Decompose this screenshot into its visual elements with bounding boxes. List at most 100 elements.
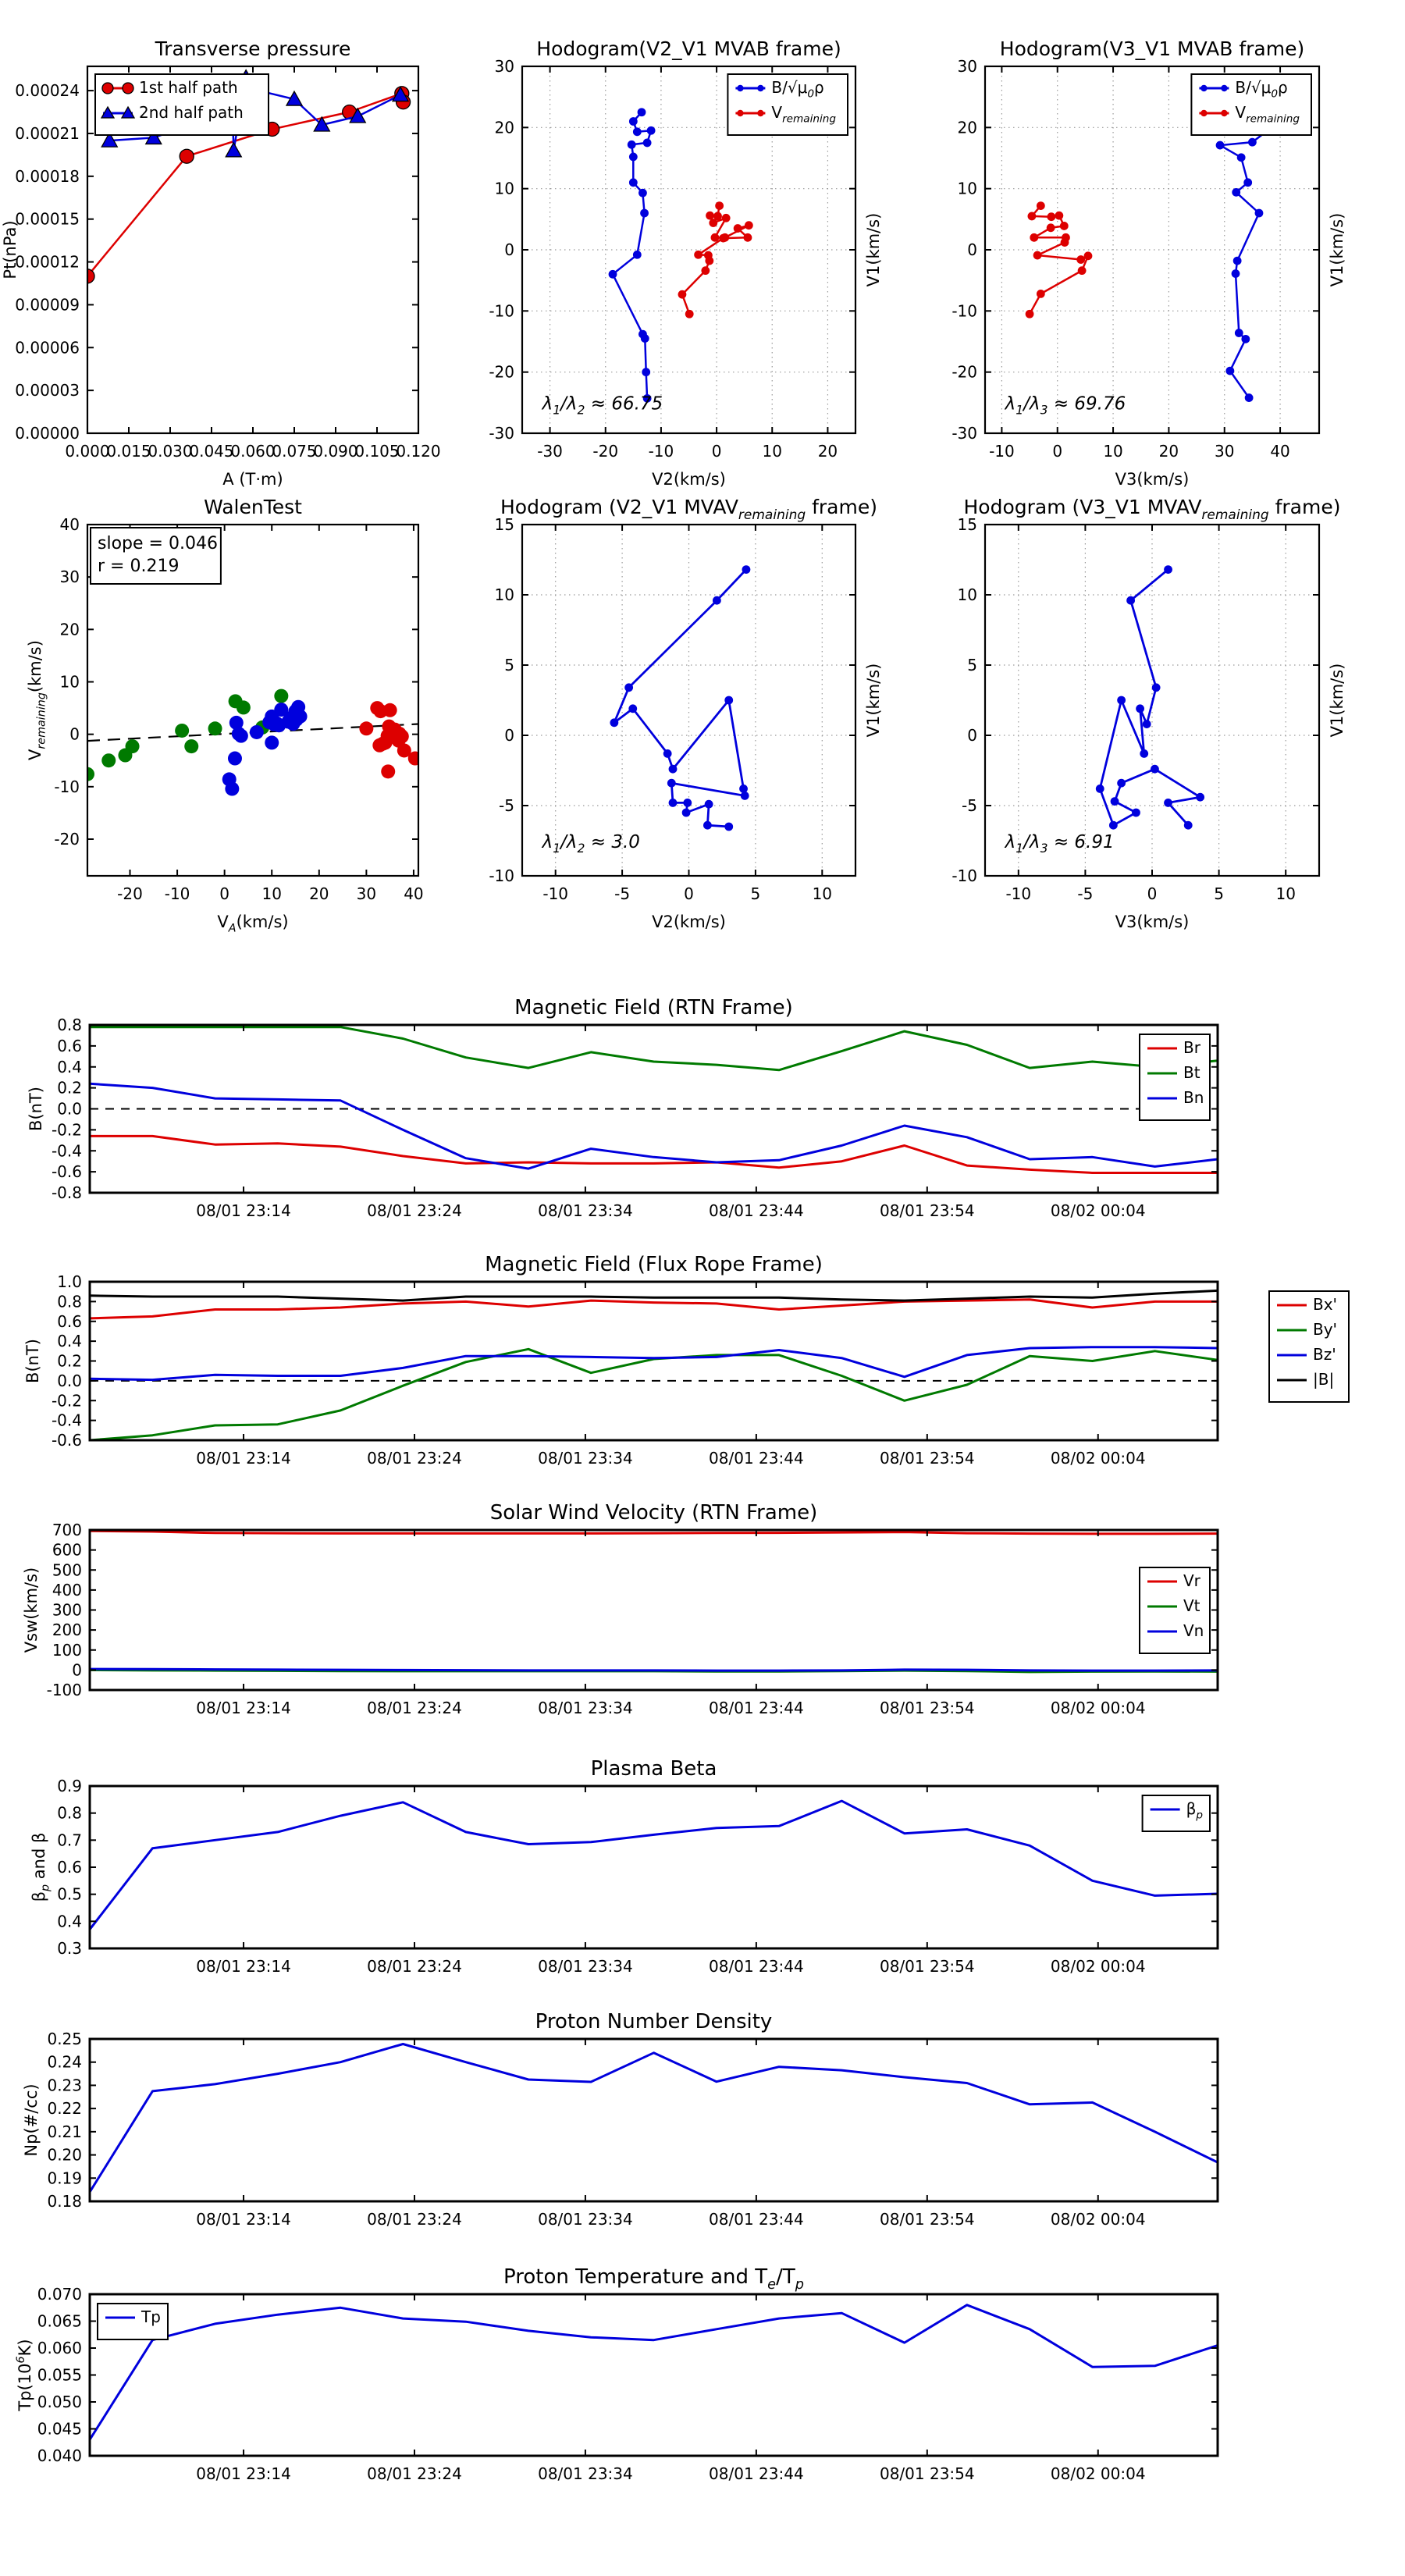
y-tick-label: 0.4 bbox=[57, 1058, 82, 1076]
y-tick-label: 100 bbox=[52, 1641, 82, 1660]
series-first-third bbox=[87, 688, 289, 781]
y-tick-label: -0.4 bbox=[52, 1141, 82, 1160]
y-tick-label: 0.3 bbox=[57, 1939, 82, 1958]
y-tick-label: 0.7 bbox=[57, 1831, 82, 1849]
axis-ticks bbox=[90, 2038, 1218, 2202]
x-tick-label: 08/01 23:54 bbox=[880, 2464, 975, 2483]
x-axis-label: V2(km/s) bbox=[652, 470, 726, 489]
x-tick-label: 0.090 bbox=[313, 442, 357, 461]
x-tick-label: 40 bbox=[1270, 442, 1289, 461]
x-tick-label: 08/02 00:04 bbox=[1051, 1201, 1146, 1220]
x-tick-label: 08/01 23:24 bbox=[367, 1699, 462, 1717]
x-tick-label: 08/02 00:04 bbox=[1051, 1449, 1146, 1468]
y-tick-label: -0.2 bbox=[52, 1391, 82, 1410]
y-tick-label: -30 bbox=[489, 424, 514, 443]
y-tick-label: 0.050 bbox=[37, 2393, 82, 2411]
x-tick-label: 08/01 23:14 bbox=[196, 1449, 291, 1468]
y-tick-label: 700 bbox=[52, 1521, 82, 1539]
legend: Tp bbox=[97, 2303, 169, 2340]
chart-magnetic-field-flux-rope: 08/01 23:14 08/01 23:24 08/01 23:34 08/01 2… bbox=[23, 1253, 1350, 1468]
x-tick-label: 08/01 23:14 bbox=[196, 1699, 291, 1717]
y-tick-label: -0.6 bbox=[52, 1431, 82, 1450]
y-tick-label: 0.24 bbox=[47, 2053, 82, 2072]
y-tick-label: 0.00015 bbox=[15, 210, 80, 229]
y-tick-label: 0.4 bbox=[57, 1912, 82, 1930]
plot-area bbox=[90, 1786, 1218, 1948]
y-tick-label: 500 bbox=[52, 1560, 82, 1579]
annotation: λ1/λ3 ≈ 6.91 bbox=[1004, 832, 1115, 856]
y-tick-label: 20 bbox=[495, 118, 514, 137]
x-tick-label: -5 bbox=[614, 884, 630, 903]
series-v-remaining-path bbox=[610, 565, 751, 831]
legend-label: Vremaining bbox=[1235, 103, 1300, 125]
y-tick-label: 0 bbox=[69, 725, 80, 744]
x-tick-label: 08/02 00:04 bbox=[1051, 1699, 1146, 1717]
x-tick-label: 08/01 23:34 bbox=[538, 1957, 633, 1976]
y-tick-label: 0.8 bbox=[57, 1292, 82, 1311]
x-tick-label: 0 bbox=[1052, 442, 1062, 461]
y-tick-label: 0.00006 bbox=[15, 338, 80, 357]
y-tick-label: -20 bbox=[489, 363, 514, 382]
series-vn bbox=[89, 1667, 1218, 1672]
chart-title: Plasma Beta bbox=[591, 1757, 717, 1781]
stats-box: slope = 0.046 r = 0.219 bbox=[90, 527, 222, 585]
chart-title: WalenTest bbox=[204, 496, 302, 518]
x-tick-label: 08/01 23:54 bbox=[880, 1201, 975, 1220]
legend-label: |B| bbox=[1313, 1370, 1334, 1389]
y-tick-label: 10 bbox=[495, 585, 514, 604]
y-tick-label: 0.070 bbox=[37, 2285, 82, 2304]
plot-area bbox=[90, 2294, 1218, 2456]
legend-label: B/√μ0ρ bbox=[771, 78, 823, 100]
axis-ticks bbox=[522, 66, 855, 434]
x-tick-label: 08/01 23:44 bbox=[709, 1201, 804, 1220]
axes-frame bbox=[88, 2037, 1219, 2203]
y-axis-label: V1(km/s) bbox=[864, 664, 883, 738]
y-tick-label: 10 bbox=[958, 585, 977, 604]
y-tick-label: 600 bbox=[52, 1541, 82, 1560]
y-tick-label: -10 bbox=[489, 301, 514, 320]
x-axis-label: V3(km/s) bbox=[1115, 913, 1190, 931]
chart-hodogram-v2v1-mvab: -30 -20 -10 0 10 20 -30 -20 -10 0 10 20 30 Hodogram(V… bbox=[489, 37, 883, 489]
axis-ticks bbox=[90, 1281, 1218, 1441]
y-tick-label: 0.040 bbox=[37, 2446, 82, 2465]
axis-ticks bbox=[90, 2293, 1218, 2457]
legend: Br Bt Bn bbox=[1139, 1034, 1211, 1121]
y-tick-label: 200 bbox=[52, 1621, 82, 1639]
y-tick-label: 30 bbox=[958, 57, 977, 76]
y-tick-label: 0.4 bbox=[57, 1332, 82, 1350]
y-tick-label: 0.18 bbox=[47, 2192, 82, 2211]
y-tick-label: 40 bbox=[60, 515, 80, 534]
y-tick-label: 0.2 bbox=[57, 1352, 82, 1371]
y-tick-label: 0.6 bbox=[57, 1858, 82, 1877]
y-axis-label: Vremaining(km/s) bbox=[26, 640, 48, 760]
x-tick-label: -10 bbox=[989, 442, 1015, 461]
legend: Bx' By' Bz' |B| bbox=[1268, 1290, 1350, 1403]
x-tick-label: 40 bbox=[404, 884, 423, 903]
y-tick-label: -5 bbox=[499, 796, 514, 815]
y-tick-label: -10 bbox=[951, 301, 977, 320]
y-tick-label: -0.2 bbox=[52, 1120, 82, 1139]
y-tick-label: 5 bbox=[504, 656, 514, 674]
legend: B/√μ0ρ Vremaining bbox=[727, 73, 849, 136]
y-axis-label: V1(km/s) bbox=[1328, 664, 1346, 738]
y-tick-label: 0.8 bbox=[57, 1804, 82, 1823]
y-tick-label: -30 bbox=[951, 424, 977, 443]
legend-label: Vt bbox=[1183, 1596, 1200, 1615]
series-vr bbox=[89, 1529, 1218, 1535]
y-tick-label: 0.23 bbox=[47, 2076, 82, 2094]
x-tick-label: 08/01 23:14 bbox=[196, 2464, 291, 2483]
x-tick-label: 08/01 23:44 bbox=[709, 2210, 804, 2229]
x-tick-label: 08/01 23:44 bbox=[709, 1699, 804, 1717]
y-tick-label: 0.25 bbox=[47, 2030, 82, 2048]
x-tick-label: 10 bbox=[1103, 442, 1122, 461]
series-np bbox=[89, 2043, 1218, 2193]
series-bt bbox=[90, 1026, 1218, 1072]
y-tick-label: 0.22 bbox=[47, 2099, 82, 2118]
y-tick-label: 10 bbox=[958, 180, 977, 198]
legend: Vr Vt Vn bbox=[1139, 1567, 1211, 1654]
x-tick-label: 0.000 bbox=[65, 442, 109, 461]
x-tick-label: -10 bbox=[542, 884, 568, 903]
y-tick-label: 400 bbox=[52, 1581, 82, 1599]
